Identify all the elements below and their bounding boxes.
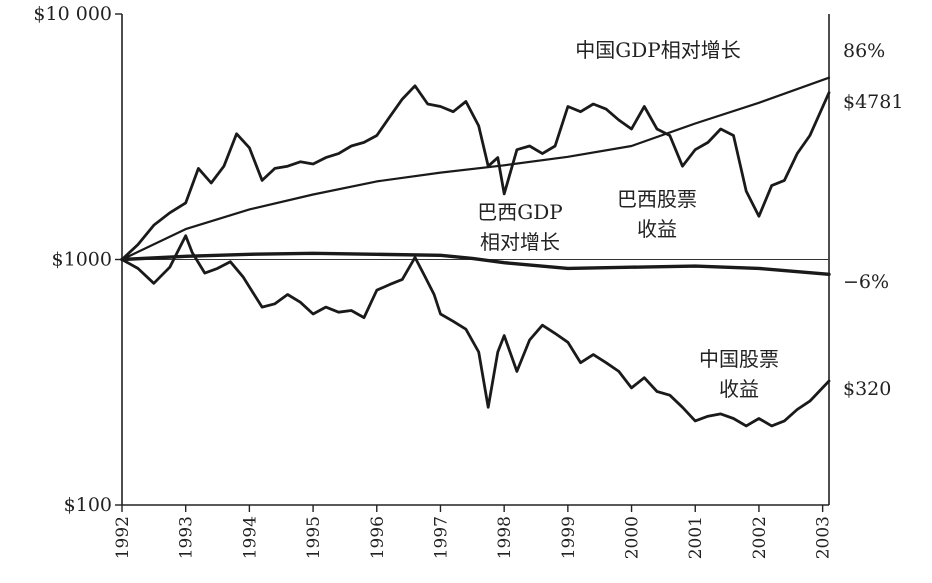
y-tick-label: $10 000 — [33, 3, 112, 25]
x-tick-label: 2002 — [750, 516, 770, 559]
brazil-stock-label: 巴西股票收益 — [617, 187, 697, 241]
brazil-gdp-label: 巴西GDP 相对增长 — [477, 200, 562, 254]
brazil-stock-line — [120, 84, 831, 261]
x-tick-label: 1994 — [240, 516, 260, 559]
china-gdp-line — [120, 76, 831, 261]
china-stock-line — [120, 234, 831, 428]
series-lines — [120, 76, 831, 428]
x-tick-label: 1993 — [177, 516, 197, 559]
y-tick-label: $1000 — [52, 249, 112, 271]
x-tick-label: 1999 — [559, 516, 579, 559]
x-tick-label: 2003 — [814, 516, 834, 559]
y-tick-label: $100 — [64, 494, 112, 516]
brazil-gdp-end-label: −6% — [843, 271, 889, 293]
x-tick-label: 1995 — [304, 516, 324, 559]
china-gdp-label: 中国GDP相对增长 — [575, 38, 740, 62]
x-tick-label: 1998 — [495, 516, 515, 559]
brazil-stock-end-label: $4781 — [843, 91, 903, 113]
brazil-gdp-line — [120, 251, 831, 276]
x-tick-label: 2001 — [686, 516, 706, 559]
x-tick-label: 1996 — [368, 516, 388, 559]
x-tick-label: 2000 — [623, 516, 643, 559]
china-stock-label: 中国股票收益 — [699, 347, 779, 401]
x-tick-label: 1992 — [113, 516, 133, 559]
china-stock-end-label: $320 — [843, 378, 891, 400]
china-gdp-end-label: 86% — [843, 40, 885, 62]
x-tick-label: 1997 — [431, 516, 451, 559]
